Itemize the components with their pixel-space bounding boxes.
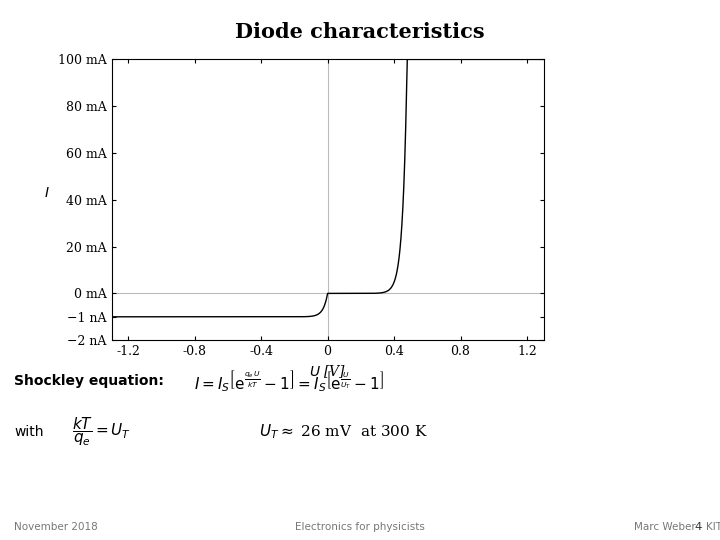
Text: Electronics for physicists: Electronics for physicists <box>295 522 425 532</box>
Text: with: with <box>14 425 44 439</box>
Text: 4: 4 <box>695 522 702 532</box>
Text: $U_T \approx$ 26 mV  at 300 K: $U_T \approx$ 26 mV at 300 K <box>259 423 428 441</box>
Text: November 2018: November 2018 <box>14 522 98 532</box>
Text: $\dfrac{k T}{q_e} = U_T$: $\dfrac{k T}{q_e} = U_T$ <box>72 416 131 448</box>
Text: $I = I_S \left[ \mathrm{e}^{\frac{q_e\, U}{k T}} - 1 \right] = I_S \left[ \mathr: $I = I_S \left[ \mathrm{e}^{\frac{q_e\, … <box>194 368 384 394</box>
X-axis label: $U$ [V]: $U$ [V] <box>309 363 346 380</box>
Text: Marc Weber - KIT: Marc Weber - KIT <box>634 522 720 532</box>
Text: Shockley equation:: Shockley equation: <box>14 374 164 388</box>
Text: Diode characteristics: Diode characteristics <box>235 22 485 42</box>
Y-axis label: $I$: $I$ <box>44 186 50 200</box>
